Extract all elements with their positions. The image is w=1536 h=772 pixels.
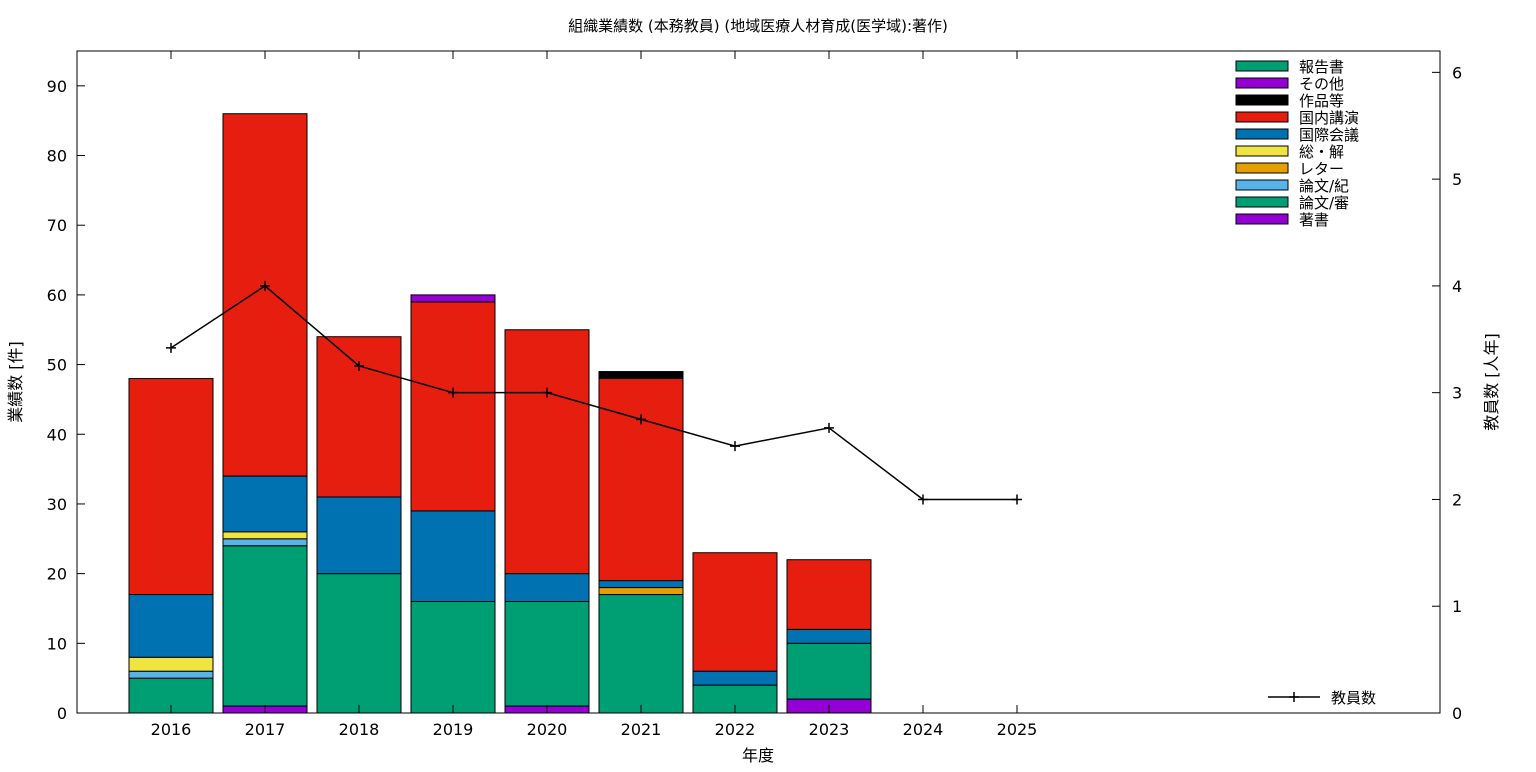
legend-label: 著書	[1299, 211, 1329, 229]
legend-label: 国内講演	[1299, 109, 1359, 127]
plot-area: 0 10 20 30 40 50 60 70 80 90 0 1 2 3 4 5 6 2016 2017 2018 20…	[47, 50, 1462, 739]
line-point-marker	[260, 280, 270, 291]
bar-segment	[692, 552, 778, 672]
bar-segment	[598, 378, 684, 582]
y2-tick-label: 3	[1452, 384, 1462, 403]
legend-line-marker	[1289, 692, 1299, 702]
legend-label: 作品等	[1299, 92, 1344, 110]
line-point-marker	[1012, 494, 1022, 505]
bar-segment	[598, 580, 684, 589]
x-tick-label: 2025	[997, 720, 1038, 739]
bar-segment	[504, 601, 590, 707]
bar-segment	[128, 378, 214, 596]
bar-segment	[598, 587, 684, 596]
bar-segment	[410, 294, 496, 303]
line-point-marker	[166, 342, 176, 353]
y-tick-label: 90	[47, 77, 67, 96]
bar-segment	[316, 496, 402, 575]
bar-segment	[598, 594, 684, 714]
bar-segment	[222, 113, 308, 477]
y2-tick-label: 2	[1452, 490, 1462, 509]
legend-label: 論文/紀	[1299, 177, 1349, 195]
bar-segment	[222, 531, 308, 540]
x-tick-label: 2024	[903, 720, 944, 739]
bar-segment	[504, 573, 590, 603]
line-point-marker	[636, 414, 646, 425]
y-tick-label: 10	[47, 634, 67, 653]
bar-segment	[410, 301, 496, 512]
y-tick-label: 0	[57, 704, 67, 723]
line-point-marker	[448, 387, 458, 398]
x-tick-label: 2016	[151, 720, 192, 739]
line-point-marker	[354, 360, 364, 371]
y2-tick-label: 6	[1452, 63, 1462, 82]
x-tick-label: 2022	[715, 720, 756, 739]
line-point-marker	[730, 441, 740, 452]
line-point-marker	[542, 387, 552, 398]
x-tick-label: 2019	[433, 720, 474, 739]
y2-tick-label: 5	[1452, 170, 1462, 189]
bar-segment	[128, 670, 214, 679]
chart-title: 組織業績数 (本務教員) (地域医療人材育成(医学域):著作)	[568, 17, 948, 35]
y-tick-label: 40	[47, 425, 67, 444]
y2-axis-label: 教員数 [人年]	[1482, 333, 1501, 431]
bar-segment	[410, 510, 496, 603]
plot-frame	[76, 50, 1441, 714]
bar-segment	[598, 371, 684, 380]
x-tick-label: 2021	[621, 720, 662, 739]
legend-label-line: 教員数	[1331, 689, 1376, 707]
y2-tick-label: 1	[1452, 597, 1462, 616]
legend-swatch	[1235, 196, 1289, 208]
legend-swatch	[1235, 111, 1289, 123]
y-tick-label: 50	[47, 356, 67, 375]
bar-segment	[222, 475, 308, 533]
bar-segment	[128, 594, 214, 658]
x-tick-label: 2018	[339, 720, 380, 739]
bar-segment	[316, 336, 402, 498]
y-tick-label: 30	[47, 495, 67, 514]
legend-label: その他	[1299, 75, 1344, 93]
line-series-faculty	[170, 284, 1017, 501]
legend-swatch	[1235, 213, 1289, 225]
legend-swatch	[1235, 94, 1289, 106]
bar-segment	[128, 656, 214, 672]
bar-segment	[692, 670, 778, 686]
legend-label: 総・解	[1299, 143, 1344, 161]
x-axis-label: 年度	[742, 746, 774, 765]
bar-segment	[504, 329, 590, 575]
legend-swatch	[1235, 77, 1289, 89]
y-tick-label: 80	[47, 147, 67, 166]
bar-segment	[786, 559, 872, 630]
x-tick-label: 2017	[245, 720, 286, 739]
bar-segment	[786, 628, 872, 644]
bar-segment	[316, 573, 402, 714]
legend-swatch	[1235, 162, 1289, 174]
bar-segment	[410, 601, 496, 714]
line-point-marker	[824, 422, 834, 433]
y-tick-label: 60	[47, 286, 67, 305]
y-axis-label: 業績数 [件]	[6, 341, 25, 423]
legend-label: 国際会議	[1299, 126, 1359, 144]
legend-label: 報告書	[1299, 58, 1344, 76]
legend-swatch	[1235, 145, 1289, 157]
x-tick-label: 2020	[527, 720, 568, 739]
bar-segment	[222, 538, 308, 547]
bar-segment	[222, 545, 308, 707]
x-tick-label: 2023	[809, 720, 850, 739]
legend-label: 論文/審	[1299, 194, 1349, 212]
legend-swatch	[1235, 179, 1289, 191]
bar-segment	[786, 642, 872, 700]
y-tick-label: 70	[47, 216, 67, 235]
y2-tick-label: 0	[1452, 704, 1462, 723]
line-point-marker	[918, 494, 928, 505]
y2-tick-label: 4	[1452, 277, 1462, 296]
legend-swatch	[1235, 60, 1289, 72]
legend-label: レター	[1299, 160, 1344, 178]
legend-swatch	[1235, 128, 1289, 140]
y-tick-label: 20	[47, 565, 67, 584]
